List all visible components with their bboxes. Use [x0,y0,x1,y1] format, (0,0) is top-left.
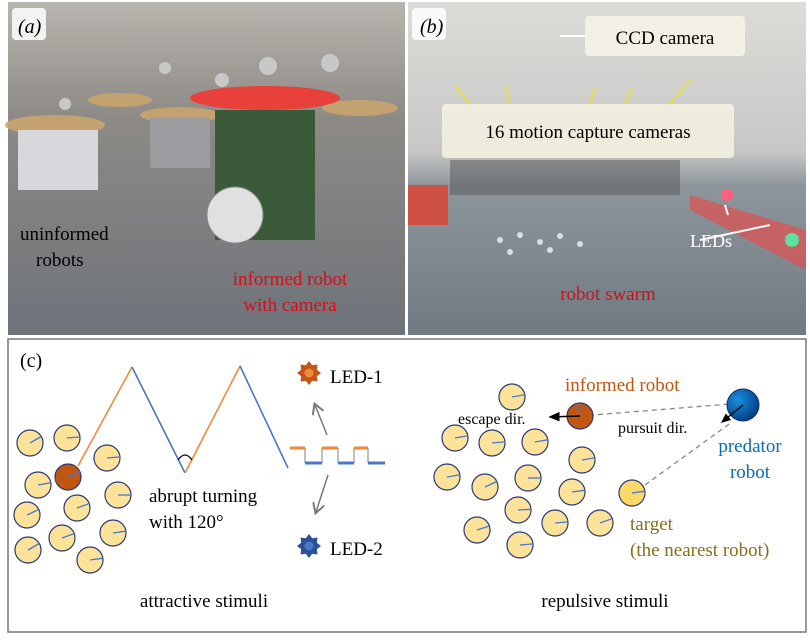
heading-line [577,403,581,417]
heading-line [631,490,645,494]
heading-line [106,456,121,459]
turning-label-1: abrupt turning [149,486,258,507]
predator-label-2: robot [730,462,771,483]
red-disc [190,86,340,110]
heading-line [67,470,81,478]
ccd-camera-label: CCD camera [616,28,715,49]
uninformed-label-1: uninformed [20,224,109,245]
informed-label-1: informed robot [233,269,348,290]
uninformed-label-2: robots [36,250,84,271]
heading-line [26,508,40,516]
led2-label: LED-2 [330,539,383,560]
motion-cameras-label: 16 motion capture cameras [485,122,690,143]
informed-robot-label: informed robot [565,375,680,396]
panel-b-photo [408,2,806,335]
target-label-1: target [630,514,674,535]
led1-label: LED-1 [330,367,383,388]
heading-line [446,474,460,478]
heading-line [581,457,595,461]
heading-line [554,521,569,524]
heading-line [517,508,532,511]
repulsive-caption: repulsive stimuli [541,591,668,612]
star-center [304,368,314,378]
panel-a-photo [5,2,405,335]
attractive-swarm [13,424,132,574]
heading-line [511,394,525,398]
panel-b-label: (b) [420,16,444,38]
panel-c-label: (c) [20,350,42,372]
heading-line [476,525,490,531]
predator-label-1: predator [718,436,782,457]
pursuit-arrow [720,404,744,423]
heading-line [112,530,126,534]
heading-line [61,532,75,539]
heading-line [534,439,548,443]
angle-arc [177,454,193,461]
robot-swarm-label: robot swarm [560,284,656,305]
pursuit-label: pursuit dir. [618,420,687,437]
attractive-caption: attractive stimuli [140,591,268,612]
heading-line [491,441,506,444]
escape-label: escape dir. [458,411,526,428]
heading-line [571,489,585,493]
led2-star-icon [297,534,321,558]
arrow-to-led1 [315,405,328,436]
zigzag-path [77,365,289,474]
heading-line [89,557,103,561]
heading-line [37,482,51,486]
heading-line [484,480,498,488]
heading-line [27,542,40,551]
heading-line [599,517,613,524]
arrow-to-led2 [316,474,329,512]
panel-c-frame [7,338,807,633]
informed-predator-dash [579,402,744,417]
heading-line [454,435,468,439]
panel-a-label: (a) [18,16,42,38]
repulsive-swarm [433,383,760,559]
escape-arrow [548,411,581,422]
star-center [304,541,314,551]
square-wave [290,446,385,465]
leds-label: LEDs [690,231,732,251]
heading-line [29,435,42,444]
heading-line [76,502,90,509]
target-label-2: (the nearest robot) [630,540,769,561]
informed-label-2: with camera [243,295,337,316]
led1-star-icon [297,361,321,385]
turning-label-2: with 120° [149,512,224,533]
heading-line [519,543,534,546]
heading-line [66,436,81,439]
